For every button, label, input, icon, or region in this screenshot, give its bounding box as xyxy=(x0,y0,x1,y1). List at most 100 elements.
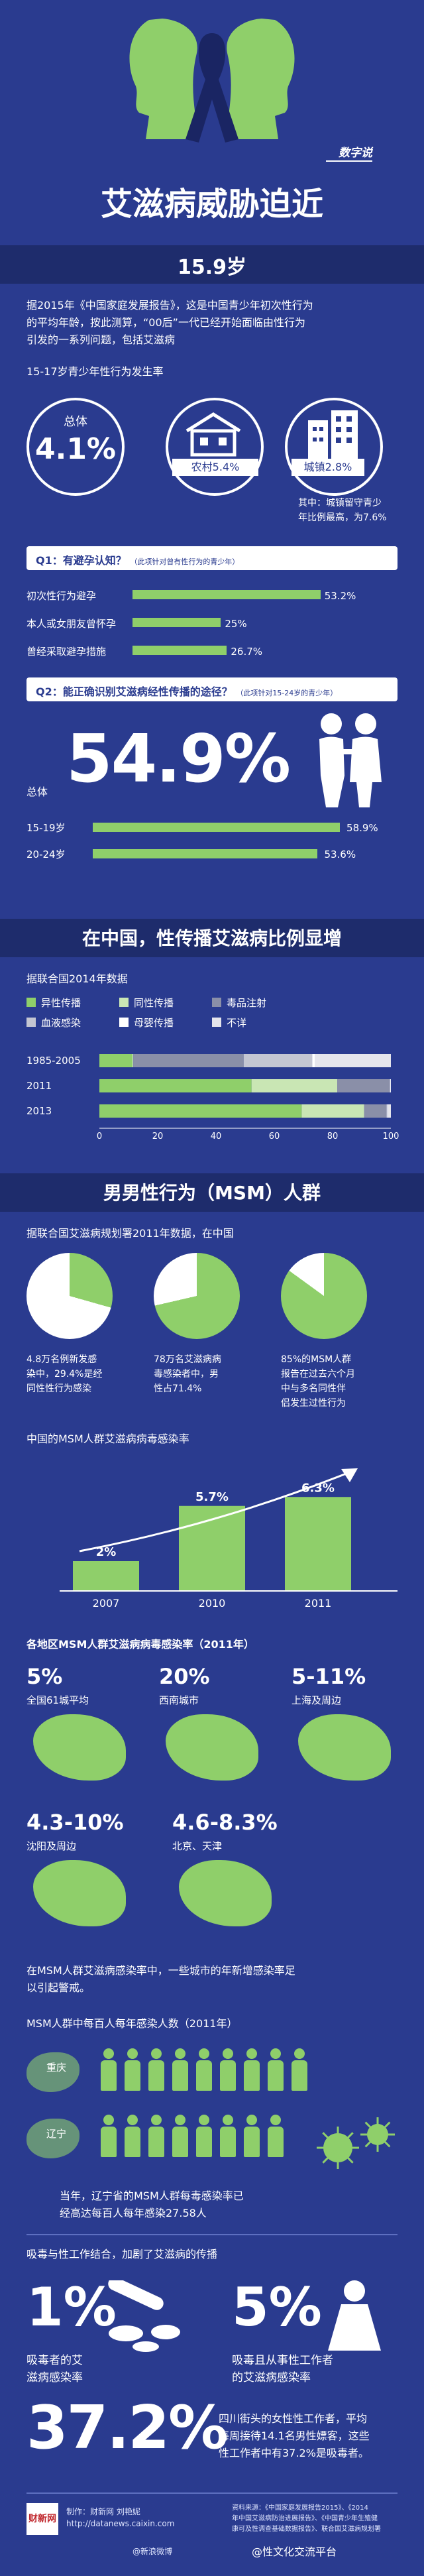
q2-note: （此项针对15-24岁的青少年） xyxy=(236,689,338,697)
rate-year: 2011 xyxy=(305,1597,332,1610)
bar-segment xyxy=(312,1054,315,1067)
per100-title: MSM人群中每百人每年感染人数（2011年） xyxy=(26,2017,238,2030)
person-head xyxy=(199,2115,209,2125)
person-icon xyxy=(242,2115,261,2157)
drug-rate-text: 吸毒者的艾 滋病感染率 xyxy=(26,2352,83,2386)
pie-chart xyxy=(281,1253,367,1339)
legend-label: 毒品注射 xyxy=(227,997,267,1009)
pie-caption: 4.8万名例新发感 染中，29.4%是经 同性性行为感染 xyxy=(26,1352,146,1396)
city-map-shape xyxy=(26,2052,80,2092)
legend-label: 异性传播 xyxy=(41,997,81,1009)
legend-swatch xyxy=(26,998,36,1007)
virus-spike xyxy=(322,2146,339,2164)
pie-caption: 78万名艾滋病病 毒感染者中，男 性占71.4% xyxy=(154,1352,273,1396)
sexwork-rate-text: 吸毒且从事性工作者 的艾滋病感染率 xyxy=(232,2352,333,2386)
person-head xyxy=(223,2048,233,2059)
bar-segment xyxy=(99,1079,252,1092)
urban-label: 城镇2.8% xyxy=(292,459,364,476)
transmission-stacked-bar-chart: 1985-2005 2011 2013 0 20 40 60 80 100 xyxy=(26,1054,399,1140)
msm-rate-chart: 2% 2007 5.7% 2010 6.3% 2011 xyxy=(60,1468,398,1610)
drug-rate-big: 1% xyxy=(26,2276,117,2338)
q1-item-label: 本人或女朋友曾怀孕 xyxy=(26,618,117,630)
category-label: 2011 xyxy=(26,1080,52,1092)
brand-logo: 数字说 xyxy=(326,143,372,162)
liaoning-note-line: 经高达每百人每年感染27.58人 xyxy=(60,2207,207,2219)
person-icon xyxy=(266,2048,285,2091)
region-label: 西南城市 xyxy=(159,1694,199,1706)
pie-caption-line: 中与多名同性伴 xyxy=(281,1383,346,1394)
region-value: 5-11% xyxy=(292,1664,366,1689)
intro-line: 引发的一系列问题，包括艾滋病 xyxy=(26,333,176,346)
person-icon xyxy=(123,2048,142,2091)
bar-segment xyxy=(315,1054,391,1067)
sec3-source: 据联合国艾滋病规划署2011年数据，在中国 xyxy=(26,1227,234,1240)
trend-arrow xyxy=(79,1470,352,1552)
legend-swatch xyxy=(119,1018,129,1027)
liaoning-note: 当年，辽宁省的MSM人群每毒感染率已 经高达每百人每年感染27.58人 xyxy=(60,2188,398,2222)
person-head xyxy=(270,2048,281,2059)
drug-rate-line: 吸毒者的艾 xyxy=(26,2354,83,2367)
pie-chart xyxy=(154,1253,240,1339)
q1-item-bar xyxy=(132,590,321,599)
bar-segment xyxy=(99,1054,132,1067)
intro-paragraph: 据2015年《中国家庭发展报告》，这是中国青少年初次性行为 的平均年龄，按此测算… xyxy=(26,297,404,349)
pie-chart xyxy=(26,1253,113,1339)
legend-label: 同性传播 xyxy=(134,997,174,1009)
region-value: 5% xyxy=(26,1664,63,1689)
legend-label: 不详 xyxy=(227,1017,247,1029)
bar-segment xyxy=(337,1079,390,1092)
person-icon xyxy=(195,2115,213,2157)
rate-value: 2% xyxy=(96,1545,117,1559)
total-rate-circle xyxy=(26,398,125,496)
caixin-logo: 财新网 xyxy=(26,2503,58,2535)
region-label: 上海及周边 xyxy=(292,1694,342,1706)
q1-note: （此项针对曾有性行为的青少年） xyxy=(130,557,240,566)
category-label: 1985-2005 xyxy=(26,1055,81,1067)
person-body xyxy=(292,2060,307,2091)
intro-line: 据2015年《中国家庭发展报告》，这是中国青少年初次性行为 xyxy=(26,299,313,312)
drug-rate-line: 滋病感染率 xyxy=(26,2371,83,2384)
person-head xyxy=(127,2048,138,2059)
person-body xyxy=(220,2127,236,2157)
person-icon xyxy=(171,2115,189,2157)
legend-swatch xyxy=(26,1018,36,1027)
footer-source-line: 资料来源：《中国家庭发展报告2015》、《2014 xyxy=(232,2504,368,2512)
city-label: 辽宁 xyxy=(46,2128,67,2140)
q2-banner: Q2：能正确识别艾滋病经性传播的途径？ （此项针对15-24岁的青少年） xyxy=(26,677,398,701)
virus-spike xyxy=(376,2121,391,2136)
person-head xyxy=(199,2048,209,2059)
pie-caption-line: 85%的MSM人群 xyxy=(281,1354,352,1365)
person-head xyxy=(294,2048,305,2059)
bar-segment xyxy=(243,1054,313,1067)
q1-item-value: 26.7% xyxy=(231,646,263,658)
rate-bar xyxy=(285,1497,351,1591)
section-header-transmission: 在中国，性传播艾滋病比例显增 xyxy=(0,919,424,957)
virus-spike xyxy=(322,2132,339,2149)
person-head xyxy=(103,2048,114,2059)
person-head xyxy=(127,2115,138,2125)
q2-label: Q2：能正确识别艾滋病经性传播的途径？ xyxy=(36,685,233,698)
region-note-line: 以引起警戒。 xyxy=(26,1981,91,1994)
q1-label: Q1：有避孕认知？ xyxy=(36,554,127,567)
x-tick-label: 100 xyxy=(383,1132,399,1140)
q1-item-value: 53.2% xyxy=(324,590,356,602)
footer-divider xyxy=(26,2492,398,2494)
rate-value: 6.3% xyxy=(301,1481,335,1495)
q1-item-label: 曾经采取避孕措施 xyxy=(26,646,107,658)
sec2-source: 据联合国2014年数据 xyxy=(26,972,128,985)
person-head xyxy=(223,2115,233,2125)
rate-year: 2010 xyxy=(199,1597,226,1610)
total-label: 总体 xyxy=(64,415,87,429)
footer-sources: 资料来源：《中国家庭发展报告2015》、《2014 年中国艾滋病防治进展报告》、… xyxy=(232,2503,411,2535)
footer-site[interactable]: http://datanews.caixin.com xyxy=(66,2519,175,2528)
bar-segment xyxy=(388,1104,391,1118)
bar-segment xyxy=(390,1079,391,1092)
sec4-title: 吸毒与性工作结合，加剧了艾滋病的传播 xyxy=(26,2248,218,2260)
intro-line: 的平均年龄，按此测算，“00后”一代已经开始面临由性行为 xyxy=(26,316,305,329)
virus-spike xyxy=(337,2132,354,2149)
urban-note-line: 年比例最高，为7.6% xyxy=(298,512,387,523)
x-tick-label: 20 xyxy=(152,1132,164,1140)
person-icon xyxy=(266,2115,285,2157)
rate-value: 5.7% xyxy=(195,1490,229,1504)
